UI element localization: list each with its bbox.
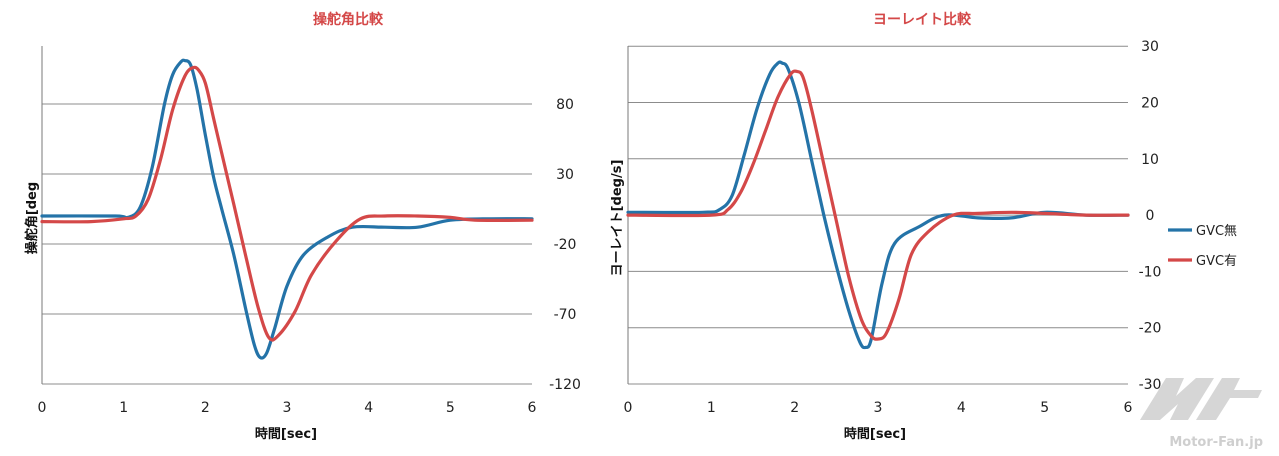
x-tick-label: 5 bbox=[1040, 400, 1049, 416]
y-tick-label: 10 bbox=[1141, 152, 1159, 168]
x-tick-label: 6 bbox=[1124, 400, 1133, 416]
y-axis-label: 操舵角[deg bbox=[24, 182, 40, 254]
y-tick-label: 80 bbox=[556, 97, 574, 113]
y-tick-label: -70 bbox=[554, 307, 577, 323]
y-tick-label: -10 bbox=[1139, 264, 1162, 280]
legend-label: GVC有 bbox=[1196, 254, 1237, 269]
yaw-rate-chart: ヨーレイト比較 30 20 10 0 -10 -20 -30 0 1 2 3 4 5 6 時間[sec]… bbox=[610, 11, 1161, 442]
y-tick-labels: 80 30 -20 -70 -120 bbox=[549, 97, 581, 393]
x-tick-label: 5 bbox=[446, 400, 455, 416]
x-tick-label: 3 bbox=[283, 400, 292, 416]
x-tick-labels: 0 1 2 3 4 5 6 bbox=[624, 400, 1133, 416]
series-line-GVC無 bbox=[626, 60, 1130, 350]
x-tick-label: 0 bbox=[624, 400, 633, 416]
watermark-text: Motor-Fan.jp bbox=[1169, 435, 1263, 450]
x-tick-label: 2 bbox=[201, 400, 210, 416]
y-tick-label: -120 bbox=[549, 377, 581, 393]
legend-label: GVC無 bbox=[1196, 224, 1237, 239]
legend: GVC無 GVC有 bbox=[1168, 224, 1237, 269]
x-tick-label: 4 bbox=[957, 400, 966, 416]
steering-angle-chart: 操舵角比較 80 30 -20 -70 -120 0 1 2 3 4 5 6 時間[sec] 操舵角… bbox=[24, 11, 581, 442]
x-tick-label: 4 bbox=[364, 400, 373, 416]
motor-fan-logo: Motor-Fan.jp bbox=[1140, 378, 1263, 450]
x-tick-label: 1 bbox=[707, 400, 716, 416]
x-axis-label: 時間[sec] bbox=[844, 426, 906, 442]
series-lines bbox=[40, 58, 534, 360]
series-line-GVC無 bbox=[40, 58, 534, 360]
chart-title: ヨーレイト比較 bbox=[873, 11, 972, 28]
x-tick-labels: 0 1 2 3 4 5 6 bbox=[38, 400, 537, 416]
x-tick-label: 3 bbox=[874, 400, 883, 416]
y-tick-label: 30 bbox=[556, 167, 574, 183]
y-tick-label: -30 bbox=[1139, 377, 1162, 393]
x-tick-label: 2 bbox=[790, 400, 799, 416]
x-tick-label: 1 bbox=[119, 400, 128, 416]
chart-title: 操舵角比較 bbox=[313, 11, 384, 28]
x-tick-label: 0 bbox=[38, 400, 47, 416]
y-tick-label: -20 bbox=[554, 237, 577, 253]
series-lines bbox=[626, 60, 1130, 350]
y-tick-label: -20 bbox=[1139, 321, 1162, 337]
x-tick-label: 6 bbox=[528, 400, 537, 416]
series-line-GVC有 bbox=[40, 65, 534, 342]
y-tick-label: 0 bbox=[1146, 208, 1155, 224]
grid-lines bbox=[628, 45, 1128, 385]
x-axis-label: 時間[sec] bbox=[255, 426, 317, 442]
series-line-GVC有 bbox=[626, 69, 1130, 341]
y-tick-labels: 30 20 10 0 -10 -20 -30 bbox=[1139, 39, 1162, 393]
grid-lines bbox=[42, 103, 532, 385]
y-tick-label: 30 bbox=[1141, 39, 1159, 55]
y-axis-label: ヨーレイト[deg/s] bbox=[610, 160, 625, 277]
y-tick-label: 20 bbox=[1141, 96, 1159, 112]
